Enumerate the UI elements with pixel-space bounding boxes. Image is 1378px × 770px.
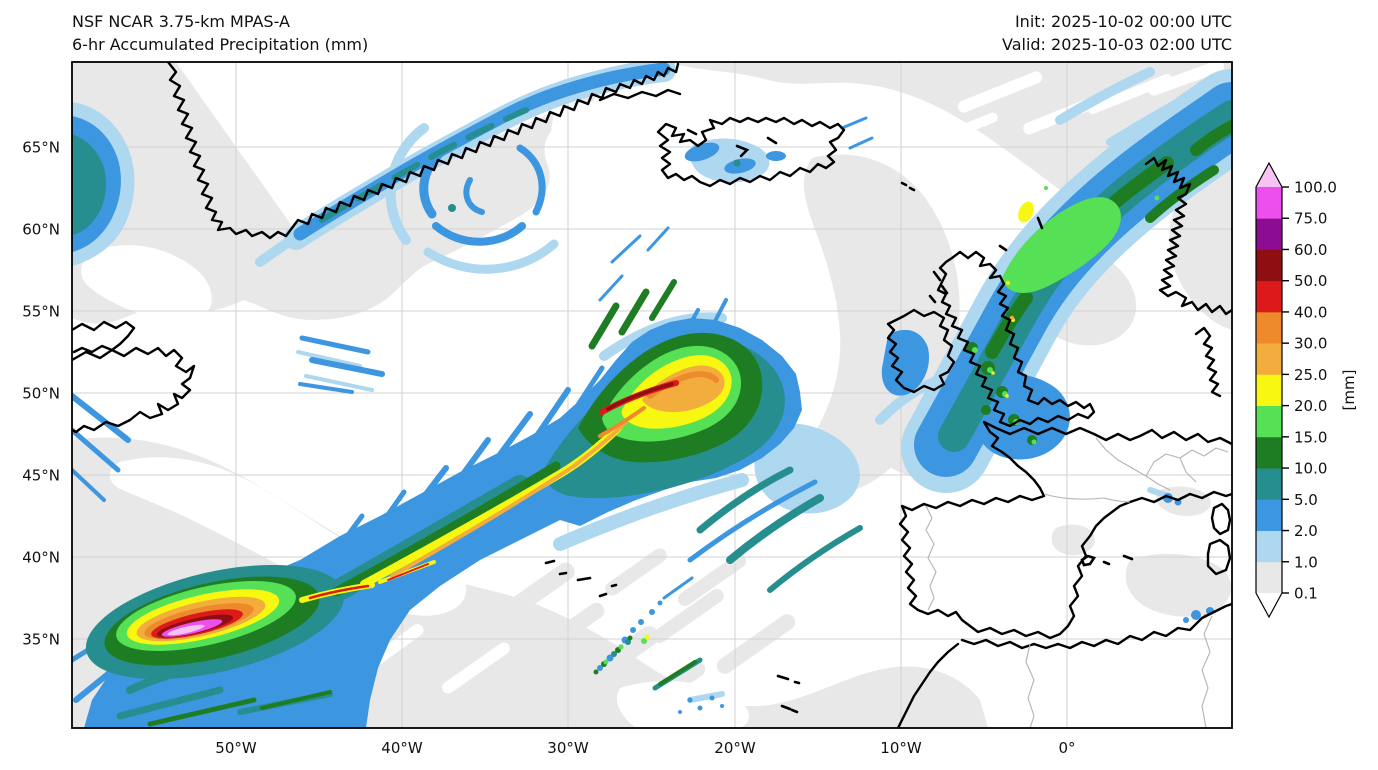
corsica-coast (1210, 502, 1232, 536)
colorbar-unit-label: [mm] (1340, 370, 1358, 411)
greenland-coast (166, 62, 680, 240)
norway-coast (1144, 156, 1232, 316)
precip-extreme-core (161, 619, 223, 637)
colorbar-segment (1256, 405, 1282, 438)
colorbar-segment (1256, 436, 1282, 469)
morocco-atlantic-coast (896, 642, 960, 728)
colorbar-tick-label: 5.0 (1294, 491, 1318, 509)
latitude-tick-label: 35°N (22, 631, 60, 649)
colorbar-tick-label: 60.0 (1294, 241, 1327, 259)
valid-time-label: Valid: 2025-10-03 02:00 UTC (1002, 35, 1232, 54)
colorbar-tick-label: 75.0 (1294, 210, 1327, 228)
labrador-coast (72, 320, 136, 354)
colorbar-segment (1256, 561, 1282, 594)
latitude-tick-label: 55°N (22, 303, 60, 321)
longitude-tick-label: 50°W (215, 739, 257, 757)
normandy-coast (1092, 432, 1142, 442)
figure-title-line2: 6-hr Accumulated Precipitation (mm) (72, 35, 368, 54)
azores-islands (544, 559, 556, 565)
colorbar-tick-label: 1.0 (1294, 553, 1318, 571)
coastlines (72, 62, 1232, 728)
colorbar-tick-label: 25.0 (1294, 366, 1327, 384)
colorbar-tick-label: 20.0 (1294, 397, 1327, 415)
longitude-tick-label: 20°W (714, 739, 756, 757)
colorbar-segment (1256, 280, 1282, 313)
country-borders (925, 437, 1229, 728)
latitude-tick-label: 50°N (22, 385, 60, 403)
latitude-tick-label: 40°N (22, 549, 60, 567)
colorbar-tick-label: 15.0 (1294, 428, 1327, 446)
ireland-coast (886, 308, 956, 394)
latitude-tick-label: 45°N (22, 467, 60, 485)
colorbar-segment (1256, 249, 1282, 282)
colorbar-segment (1256, 499, 1282, 531)
newfoundland-coast (72, 346, 196, 434)
low-countries-coast (1138, 428, 1232, 446)
longitude-tick-label: 30°W (547, 739, 589, 757)
colorbar-tick-label: 40.0 (1294, 303, 1327, 321)
longitude-tick-label: 10°W (880, 739, 922, 757)
colorbar-tick-label: 100.0 (1294, 179, 1337, 197)
colorbar-tick-label: 50.0 (1294, 272, 1327, 290)
latitude-tick-label: 65°N (22, 139, 60, 157)
colorbar-tick-label: 30.0 (1294, 335, 1327, 353)
great-britain-coast (936, 250, 1096, 428)
france-iberia-coast (898, 420, 1232, 640)
colorbar-over-arrow (1256, 163, 1282, 188)
iceland-coast (656, 116, 846, 188)
latitude-tick-label: 60°N (22, 221, 60, 239)
init-time-label: Init: 2025-10-02 00:00 UTC (1015, 12, 1232, 31)
colorbar-segment (1256, 468, 1282, 500)
map-canvas (72, 62, 1232, 728)
colorbar: 0.1 1.0 2.0 5.0 10.0 15.0 20.0 25.0 30.0 40.0 50.0… (1255, 161, 1337, 619)
denmark-coast (1194, 326, 1222, 398)
balearic-islands (1080, 554, 1097, 567)
colorbar-tick-label: 2.0 (1294, 522, 1318, 540)
africa-med-coast (960, 602, 1232, 650)
colorbar-segment (1256, 343, 1282, 375)
longitude-tick-label: 0° (1058, 739, 1075, 757)
colorbar-segment (1256, 374, 1282, 407)
colorbar-segment (1256, 187, 1282, 219)
madeira-islands (776, 674, 790, 681)
colorbar-tick-label: 10.0 (1294, 460, 1327, 478)
figure-title-line1: NSF NCAR 3.75-km MPAS-A (72, 12, 290, 31)
axes-frame (71, 61, 1233, 729)
colorbar-under-arrow (1256, 593, 1282, 617)
colorbar-tick-label: 0.1 (1294, 585, 1318, 603)
colorbar-segment (1256, 530, 1282, 563)
axis-labels: 65°N 60°N 55°N 50°N 45°N 40°N 35°N 50°W 40°W 30°W… (22, 139, 1075, 758)
sardinia-coast (1206, 538, 1232, 576)
longitude-tick-label: 40°W (381, 739, 423, 757)
greenland-ne-coast (598, 88, 682, 102)
colorbar-segment (1256, 311, 1282, 344)
colorbar-segment (1256, 218, 1282, 250)
